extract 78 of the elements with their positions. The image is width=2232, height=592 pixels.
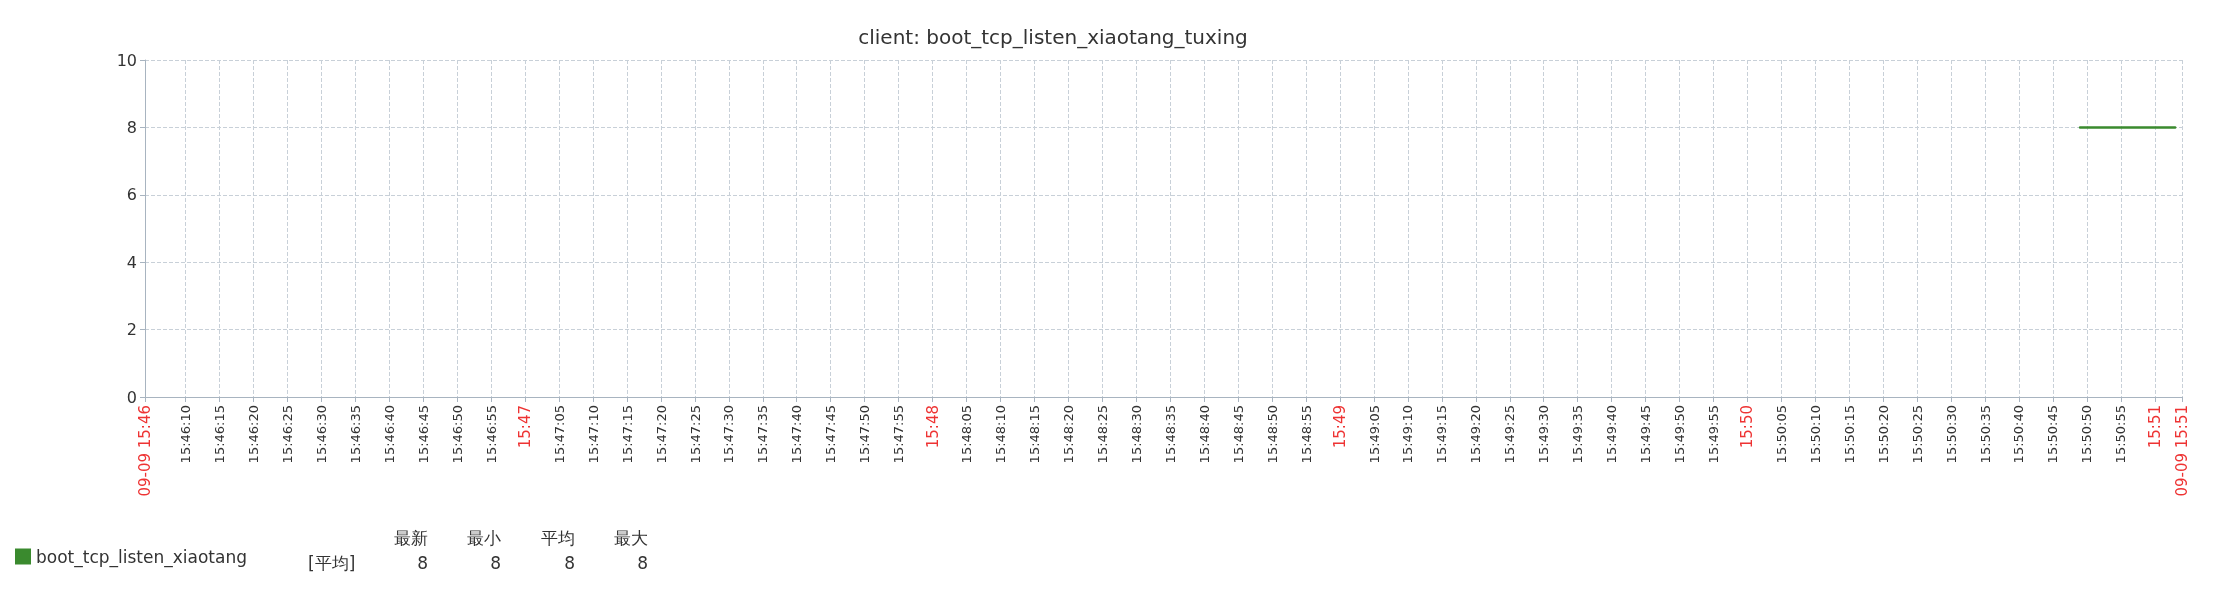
x-tick-label: 15:46:45	[415, 405, 431, 464]
x-tick-label: 15:48:25	[1094, 405, 1110, 464]
x-tick-label: 15:47	[516, 405, 535, 449]
x-tick-label: 15:49:35	[1570, 405, 1586, 464]
x-tick-label: 15:50:10	[1807, 405, 1823, 464]
x-tick-label: 15:48:35	[1162, 405, 1178, 464]
text: 8	[417, 553, 428, 573]
text: 8	[564, 553, 575, 573]
x-tick-label: 15:51	[2145, 405, 2164, 449]
x-tick-label: 15:46:50	[449, 405, 465, 464]
x-tick-label: 15:49:15	[1434, 405, 1450, 464]
x-tick-label: 15:48:05	[959, 405, 975, 464]
x-tick-label: 15:47:15	[619, 405, 635, 464]
x-tick-label: 15:46:30	[313, 405, 329, 464]
x-tick-label: 15:47:10	[585, 405, 601, 464]
x-tick-label: 15:49:45	[1638, 405, 1654, 464]
x-tick-label: 15:50:05	[1773, 405, 1789, 464]
x-tick-label: 15:48:40	[1196, 405, 1212, 464]
x-tick-label: 15:47:25	[687, 405, 703, 464]
x-tick-label: 15:49:10	[1400, 405, 1416, 464]
x-tick-label: 15:48:10	[993, 405, 1009, 464]
text: 最大	[614, 528, 648, 548]
text: 平均	[541, 528, 575, 548]
x-tick-label: 15:48:15	[1027, 405, 1043, 464]
x-tick-label: 15:47:45	[823, 405, 839, 464]
y-tick-label: 10	[116, 50, 137, 70]
text: 8	[490, 553, 501, 573]
x-tick-label: 15:49:25	[1502, 405, 1518, 464]
x-tick-label: 15:47:30	[721, 405, 737, 464]
x-tick-label: 15:49:30	[1536, 405, 1552, 464]
x-tick-label: 15:47:05	[551, 405, 567, 464]
x-tick-label: 15:49:05	[1366, 405, 1382, 464]
x-tick-label: 09-09 15:51	[2173, 405, 2191, 497]
x-tick-label: 15:47:40	[789, 405, 805, 464]
x-tick-label: 15:46:40	[381, 405, 397, 464]
x-tick-label: 15:48:50	[1264, 405, 1280, 464]
x-tick-label: 15:50:55	[2113, 405, 2129, 464]
x-tick-label: 15:50:40	[2011, 405, 2027, 464]
x-tick-label: 15:50:30	[1943, 405, 1959, 464]
x-tick-label: 15:50:25	[1909, 405, 1925, 464]
x-tick-label: 15:50:45	[2045, 405, 2061, 464]
x-tick-label: 15:46:15	[212, 405, 228, 464]
x-tick-label: 15:47:55	[891, 405, 907, 464]
text: 8	[637, 553, 648, 573]
x-tick-label: 15:49	[1331, 405, 1350, 449]
x-tick-label: 15:48:45	[1230, 405, 1246, 464]
x-tick-label: 15:48:20	[1061, 405, 1077, 464]
x-tick-label: 15:50	[1738, 405, 1757, 449]
x-tick-label: 15:48:55	[1298, 405, 1314, 464]
y-tick-label: 4	[126, 252, 137, 272]
x-tick-label: 15:46:55	[483, 405, 499, 464]
chart-title: client: boot_tcp_listen_xiaotang_tuxing	[858, 25, 1248, 49]
x-tick-label: 15:49:40	[1604, 405, 1620, 464]
x-tick-label: 15:46:35	[347, 405, 363, 464]
x-tick-label: 15:47:50	[857, 405, 873, 464]
text: [平均]	[308, 552, 356, 573]
y-tick-label: 8	[126, 117, 137, 137]
x-tick-label: 15:47:20	[653, 405, 669, 464]
x-tick-label: 15:46:25	[280, 405, 296, 464]
x-tick-label: 15:50:35	[1977, 405, 1993, 464]
x-tick-label: 15:47:35	[755, 405, 771, 464]
x-tick-label: 15:49:50	[1672, 405, 1688, 464]
text: 最小	[467, 528, 501, 548]
x-tick-label: 15:48	[923, 405, 942, 449]
x-tick-label: 15:46:20	[246, 405, 262, 464]
y-tick-label: 2	[126, 320, 137, 340]
x-tick-label: 15:50:20	[1875, 405, 1891, 464]
x-tick-label: 15:50:50	[2079, 405, 2095, 464]
legend-label: boot_tcp_listen_xiaotang	[36, 546, 248, 568]
x-tick-label: 15:48:30	[1128, 405, 1144, 464]
x-tick-label: 15:49:55	[1705, 405, 1721, 464]
x-tick-label: 09-09 15:46	[136, 405, 154, 497]
x-tick-label: 15:50:15	[1841, 405, 1857, 464]
x-tick-label: 15:46:10	[178, 405, 194, 464]
x-tick-label: 15:49:20	[1468, 405, 1484, 464]
text: 最新	[394, 528, 428, 548]
y-tick-label: 6	[126, 185, 137, 205]
y-tick-label: 0	[126, 387, 137, 407]
